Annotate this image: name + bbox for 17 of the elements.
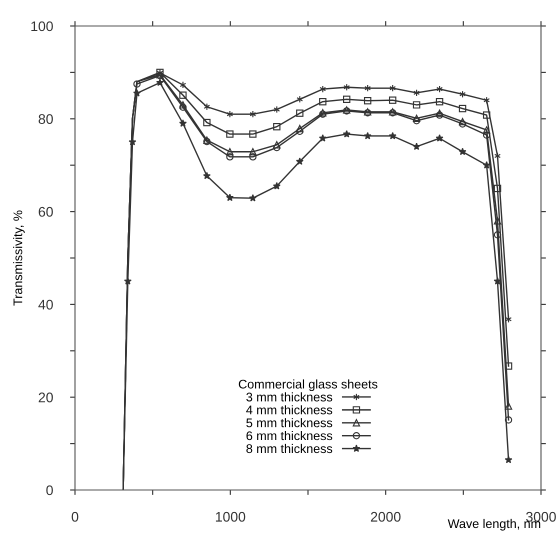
legend-label: 3 mm thickness	[246, 392, 332, 402]
legend-label: 4 mm thickness	[246, 405, 332, 414]
y-axis-title: Transmissivity, %	[13, 210, 25, 306]
y-tick-label: 20	[38, 392, 53, 402]
x-tick-label: 2000	[370, 512, 401, 522]
x-tick-label: 3000	[526, 512, 556, 522]
y-tick-label: 40	[38, 300, 53, 310]
y-tick-label: 60	[38, 206, 53, 217]
x-tick-label: 1000	[216, 512, 246, 522]
legend-label: 8 mm thickness	[246, 444, 332, 454]
legend-label: 6 mm thickness	[246, 430, 332, 440]
y-tick-label: 80	[38, 114, 53, 124]
legend-title: Commercial glass sheets	[238, 379, 378, 392]
y-tick-label: 100	[31, 21, 53, 32]
y-tick-label: 0	[46, 485, 53, 496]
legend-label: 5 mm thickness	[246, 418, 332, 428]
x-tick-label: 0	[72, 512, 78, 522]
